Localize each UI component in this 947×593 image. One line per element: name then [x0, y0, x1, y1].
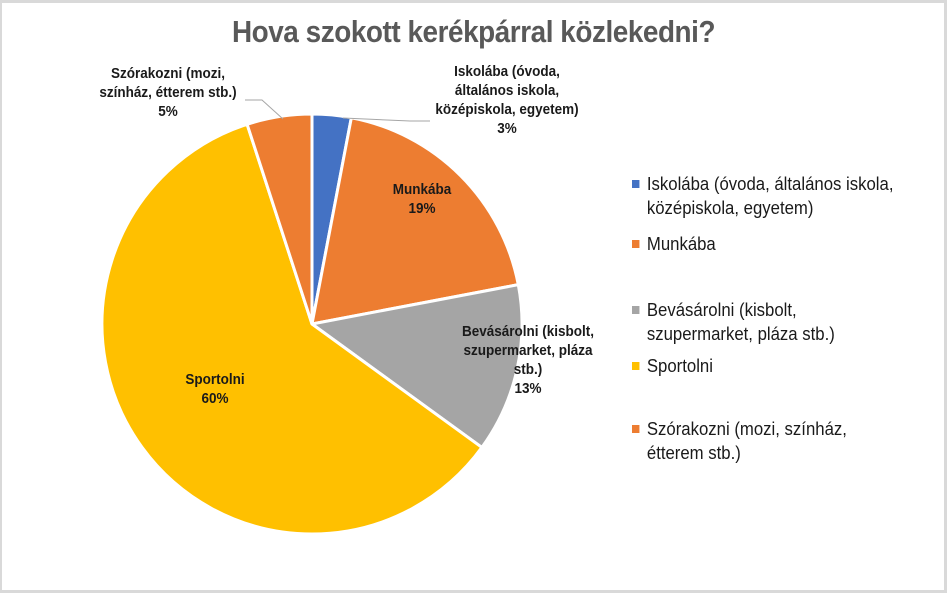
data-label-munkaba: Munkába 19%: [368, 180, 476, 218]
data-label-name: Munkába: [392, 181, 452, 198]
chart-title: Hova szokott kerékpárral közlekedni?: [231, 14, 716, 49]
data-label-iskolaba: Iskolába (óvoda, általános iskola, közép…: [422, 62, 593, 138]
legend-swatch-icon: [632, 306, 640, 314]
data-label-pct: 3%: [497, 120, 517, 137]
data-label-szorakozni: Szórakozni (mozi, színház, étterem stb.)…: [87, 64, 249, 121]
legend-label: Bevásárolni (kisbolt, szupermarket, pláz…: [646, 300, 835, 344]
data-label-pct: 13%: [514, 380, 542, 397]
pie-slice-munkaba[interactable]: [310, 116, 520, 326]
legend-item-sportolni[interactable]: Sportolni: [632, 354, 920, 378]
legend-swatch-icon: [632, 425, 640, 433]
legend-label: Szórakozni (mozi, színház, étterem stb.): [646, 419, 847, 463]
data-label-name: Szórakozni (mozi, színház, étterem stb.): [99, 65, 237, 101]
data-label-pct: 19%: [408, 200, 436, 217]
legend-item-bevasarolni[interactable]: Bevásárolni (kisbolt, szupermarket, pláz…: [632, 298, 870, 346]
pie-slice-sportolni[interactable]: [100, 122, 484, 536]
pie-slice-bevasarolni[interactable]: [310, 283, 524, 449]
data-label-name: Iskolába (óvoda, általános iskola, közép…: [435, 63, 579, 118]
pie-slice-szorakozni[interactable]: [245, 112, 314, 326]
data-label-name: Sportolni: [185, 371, 245, 388]
legend-swatch-icon: [632, 362, 640, 370]
legend-item-munkaba[interactable]: Munkába: [632, 232, 920, 256]
leader-line-szorakozni: [245, 99, 284, 120]
legend-label: Iskolába (óvoda, általános iskola, közép…: [646, 174, 894, 218]
data-label-sportolni: Sportolni 60%: [161, 370, 269, 408]
legend-swatch-icon: [632, 180, 640, 188]
data-label-pct: 60%: [201, 390, 229, 407]
legend-label: Munkába: [646, 234, 716, 254]
legend-item-iskolaba[interactable]: Iskolába (óvoda, általános iskola, közép…: [632, 172, 920, 220]
data-label-bevasarolni: Bevásárolni (kisbolt, szupermarket, pláz…: [447, 322, 609, 398]
legend-swatch-icon: [632, 240, 640, 248]
chart-legend: Iskolába (óvoda, általános iskola, közép…: [632, 172, 942, 465]
legend-label: Sportolni: [646, 356, 713, 376]
data-label-name: Bevásárolni (kisbolt, szupermarket, pláz…: [461, 323, 595, 378]
legend-item-szorakozni[interactable]: Szórakozni (mozi, színház, étterem stb.): [632, 417, 879, 465]
data-label-pct: 5%: [158, 103, 178, 120]
leader-line-iskolaba: [342, 117, 430, 122]
